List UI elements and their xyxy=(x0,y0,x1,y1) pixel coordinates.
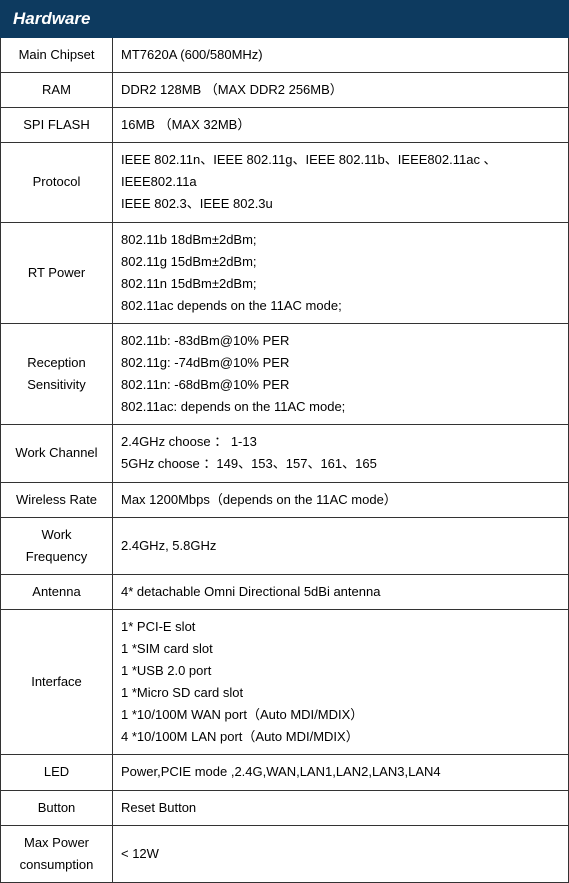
row-label: Button xyxy=(1,790,113,825)
row-value: MT7620A (600/580MHz) xyxy=(113,38,569,73)
row-value: 2.4GHz choose ： 1-13 5GHz choose ：149、15… xyxy=(113,425,569,482)
table-row: SPI FLASH16MB （MAX 32MB） xyxy=(1,108,569,143)
row-label: Wireless Rate xyxy=(1,482,113,517)
row-value: 1* PCI-E slot 1 *SIM card slot 1 *USB 2.… xyxy=(113,609,569,755)
table-row: Main ChipsetMT7620A (600/580MHz) xyxy=(1,38,569,73)
table-header: Hardware xyxy=(1,1,569,38)
table-row: Reception Sensitivity802.11b: -83dBm@10%… xyxy=(1,323,569,424)
table-row: Work Channel2.4GHz choose ： 1-13 5GHz ch… xyxy=(1,425,569,482)
row-label: Protocol xyxy=(1,143,113,222)
table-row: Wireless RateMax 1200Mbps（depends on the… xyxy=(1,482,569,517)
row-value: Max 1200Mbps（depends on the 11AC mode） xyxy=(113,482,569,517)
row-label: Max Power consumption xyxy=(1,825,113,882)
table-row: Max Power consumption< 12W xyxy=(1,825,569,882)
table-row: LEDPower,PCIE mode ,2.4G,WAN,LAN1,LAN2,L… xyxy=(1,755,569,790)
row-label: RAM xyxy=(1,73,113,108)
row-value: 802.11b 18dBm±2dBm; 802.11g 15dBm±2dBm; … xyxy=(113,222,569,323)
row-value: Power,PCIE mode ,2.4G,WAN,LAN1,LAN2,LAN3… xyxy=(113,755,569,790)
row-label: Main Chipset xyxy=(1,38,113,73)
table-row: Interface1* PCI-E slot 1 *SIM card slot … xyxy=(1,609,569,755)
row-value: 802.11b: -83dBm@10% PER 802.11g: -74dBm@… xyxy=(113,323,569,424)
row-label: Antenna xyxy=(1,574,113,609)
row-value: 2.4GHz, 5.8GHz xyxy=(113,517,569,574)
row-value: IEEE 802.11n、IEEE 802.11g、IEEE 802.11b、I… xyxy=(113,143,569,222)
row-label: Interface xyxy=(1,609,113,755)
row-value: 4* detachable Omni Directional 5dBi ante… xyxy=(113,574,569,609)
row-label: RT Power xyxy=(1,222,113,323)
hardware-spec-table: Hardware Main ChipsetMT7620A (600/580MHz… xyxy=(0,0,569,883)
row-label: SPI FLASH xyxy=(1,108,113,143)
row-value: 16MB （MAX 32MB） xyxy=(113,108,569,143)
row-label: LED xyxy=(1,755,113,790)
table-row: RT Power802.11b 18dBm±2dBm; 802.11g 15dB… xyxy=(1,222,569,323)
row-label: Work Channel xyxy=(1,425,113,482)
row-value: < 12W xyxy=(113,825,569,882)
table-row: Work Frequency2.4GHz, 5.8GHz xyxy=(1,517,569,574)
row-value: Reset Button xyxy=(113,790,569,825)
table-row: ButtonReset Button xyxy=(1,790,569,825)
row-value: DDR2 128MB （MAX DDR2 256MB） xyxy=(113,73,569,108)
row-label: Work Frequency xyxy=(1,517,113,574)
table-row: RAMDDR2 128MB （MAX DDR2 256MB） xyxy=(1,73,569,108)
table-row: Antenna4* detachable Omni Directional 5d… xyxy=(1,574,569,609)
table-row: ProtocolIEEE 802.11n、IEEE 802.11g、IEEE 8… xyxy=(1,143,569,222)
table-body: Main ChipsetMT7620A (600/580MHz) RAMDDR2… xyxy=(1,38,569,883)
row-label: Reception Sensitivity xyxy=(1,323,113,424)
